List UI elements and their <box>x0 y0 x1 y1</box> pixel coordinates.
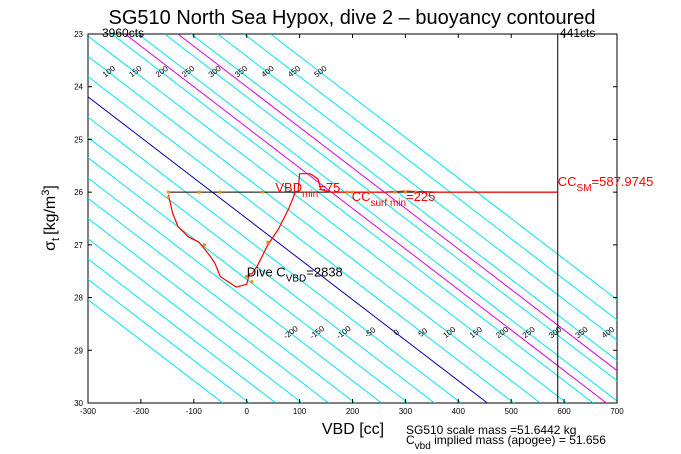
contour-line-cyan <box>270 34 617 301</box>
footer-implied-mass: Cvbd implied mass (apogee) = 51.656 <box>406 433 606 452</box>
annotation-label: CCSM=587.9745 <box>558 174 654 194</box>
data-point-marker <box>414 190 418 194</box>
contour-label-top: -50 <box>22 64 37 79</box>
contour-label-bottom: 500 <box>653 325 670 341</box>
contour-line-magenta <box>177 34 617 372</box>
contour-line-cyan <box>137 34 617 402</box>
counts-right: 441cts <box>560 26 595 40</box>
annotation-label: CCsurf min=225 <box>352 189 436 209</box>
contour-line-magenta <box>124 34 607 403</box>
data-point-marker <box>197 190 201 194</box>
y-tick-label: 28 <box>74 294 83 303</box>
x-tick-label: 200 <box>346 407 360 416</box>
contour-line-cyan <box>88 177 382 403</box>
contour-lines <box>88 34 617 403</box>
footer-sub: vbd <box>415 441 431 452</box>
y-tick-label: 23 <box>74 30 83 39</box>
data-point-marker <box>366 190 370 194</box>
contour-line-cyan <box>88 238 303 403</box>
contour-line-cyan <box>217 34 617 341</box>
contour-line-zero <box>88 96 488 403</box>
annotation-layer: VBDmin=75 CCsurf min=225 CCSM=587.9745 Dive… <box>247 174 654 284</box>
x-tick-label: 0 <box>244 407 249 416</box>
contour-line-cyan <box>88 157 409 403</box>
y-label-sup: 3 <box>40 190 52 196</box>
contour-line-cyan <box>88 298 224 403</box>
contour-label-top: 50 <box>76 65 89 78</box>
y-label-close: ] <box>42 185 59 189</box>
x-tick-label: 500 <box>505 407 519 416</box>
y-tick-label: 26 <box>74 188 83 197</box>
annotation-label: VBDmin=75 <box>275 180 340 200</box>
y-tick-label: 24 <box>74 83 83 92</box>
contour-line-cyan <box>88 258 277 403</box>
data-layer <box>166 34 559 403</box>
axes: -300 -200 -100 0 100 200 300 400 500 600 700232425… <box>74 30 624 416</box>
annotation-label: Dive CVBD=2838 <box>247 264 343 284</box>
contour-line-cyan <box>88 197 356 403</box>
x-tick-label: -100 <box>186 407 203 416</box>
footer-scale-mass: SG510 scale mass =51.6442 kg <box>406 423 576 437</box>
contour-line-cyan <box>88 75 515 403</box>
data-point-marker <box>345 190 349 194</box>
data-point-marker <box>266 240 270 244</box>
contour-line-cyan <box>88 35 568 403</box>
contour-line-cyan <box>88 136 435 403</box>
x-tick-label: 600 <box>557 407 571 416</box>
y-tick-label: 29 <box>74 346 83 355</box>
y-axis-label: σt [kg/m3] <box>40 185 62 251</box>
contour-line-cyan <box>190 34 617 362</box>
data-point-marker <box>202 243 206 247</box>
y-tick-label: 30 <box>74 399 83 408</box>
data-point-marker <box>166 195 171 200</box>
x-tick-label: -200 <box>133 407 150 416</box>
contour-line-cyan <box>88 217 329 403</box>
contour-label-bottom: 0 <box>392 327 401 337</box>
contour-line-cyan <box>88 55 541 403</box>
buoyancy-trace <box>167 191 296 288</box>
x-axis-label: VBD [cc] <box>322 421 384 438</box>
y-tick-label: 25 <box>74 135 83 144</box>
x-tick-label: 700 <box>610 407 624 416</box>
data-point-marker <box>260 190 265 194</box>
y-label-sigma: σ <box>42 241 59 251</box>
y-tick-label: 27 <box>74 241 83 250</box>
data-point-marker <box>350 190 355 194</box>
contour-label-top: 0 <box>52 66 61 76</box>
svg-text:σt[kg/m3]: σt [kg/m3] <box>40 185 62 251</box>
contour-line-cyan <box>111 34 594 403</box>
x-tick-label: 100 <box>293 407 307 416</box>
data-point-marker <box>218 190 222 194</box>
contour-label-top: -100 <box>0 63 13 80</box>
data-point-marker <box>403 190 407 194</box>
data-point-marker <box>245 274 249 279</box>
chart-title: SG510 North Sea Hypox, dive 2 – buoyancy… <box>109 7 596 29</box>
y-label-unit: [kg/m <box>42 196 59 235</box>
contour-line-cyan <box>88 116 462 403</box>
x-tick-label: 400 <box>452 407 466 416</box>
y-label-sub: t <box>50 238 62 241</box>
counts-left: 3960cts <box>102 26 144 40</box>
contour-line-cyan <box>88 278 250 403</box>
x-tick-label: -300 <box>80 407 97 416</box>
data-point-marker <box>393 190 397 194</box>
contour-line-cyan <box>164 34 617 382</box>
x-tick-label: 300 <box>399 407 413 416</box>
footer-c: C <box>406 433 415 447</box>
footer-rest: implied mass (apogee) = 51.656 <box>431 433 606 447</box>
contour-line-cyan <box>243 34 617 321</box>
data-point-marker <box>166 190 171 194</box>
data-point-marker <box>250 280 254 284</box>
contour-label-bottom: 450 <box>626 325 643 341</box>
